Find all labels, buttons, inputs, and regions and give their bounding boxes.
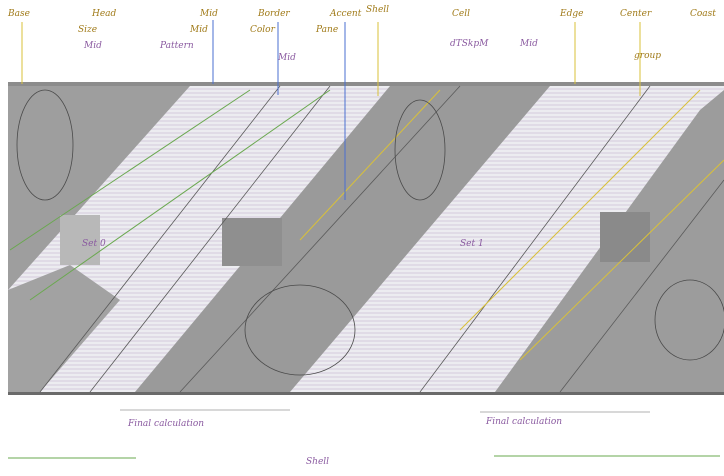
- band-4: [8, 265, 120, 392]
- arc-traces: [16, 89, 724, 376]
- header-sublabel-3: Color: [250, 25, 276, 35]
- label-mid-group: Mid: [519, 39, 538, 49]
- header-label-10: Coast: [690, 9, 716, 19]
- header-sublabel-4: Pane: [315, 25, 338, 35]
- band-1: [8, 86, 190, 290]
- header-label-2: Head: [91, 9, 117, 19]
- panel-top-edge: [8, 82, 724, 86]
- header-labels: Base Head Mid Border Accent Shell Cell E…: [7, 5, 716, 35]
- header-label-5: Accent: [329, 9, 362, 19]
- inner-block-1: [222, 218, 282, 266]
- header-label-7: Cell: [452, 9, 470, 19]
- header-leaders: [21, 20, 641, 200]
- header-label-1: Base: [7, 9, 30, 19]
- inner-block-3: [60, 215, 100, 265]
- label-mid-small: Mid: [277, 53, 296, 63]
- label-lead-mid: Mid: [83, 41, 102, 51]
- label-sub-b: Set 1: [460, 239, 484, 249]
- inner-block-2: [600, 212, 650, 262]
- header-label-6: Shell: [366, 5, 389, 15]
- header-label-9: Center: [620, 9, 652, 19]
- inline-labels: Mid Pattern Mid dTSkpM Mid group Set 0 S…: [82, 39, 661, 467]
- label-sub-a: Set 0: [82, 239, 106, 249]
- label-spool-stagger: dTSkpM: [450, 39, 489, 49]
- bottom-callouts: [8, 409, 720, 459]
- header-label-4: Border: [257, 9, 290, 19]
- diagonal-lines: [39, 85, 724, 393]
- header-sublabel-1: Size: [78, 25, 97, 35]
- panel-bottom-edge: [8, 392, 724, 395]
- label-bottom-left: Final calculation: [127, 419, 204, 429]
- header-label-8: Edge: [559, 9, 583, 19]
- colored-leaders: [9, 89, 724, 361]
- band-2: [135, 86, 550, 392]
- header-sublabel-2: Mid: [189, 25, 208, 35]
- header-label-3: Mid: [199, 9, 218, 19]
- label-lead-pattern: Pattern: [159, 41, 194, 51]
- label-bottom-right: Final calculation: [485, 417, 562, 427]
- label-bottom-center: Shell: [306, 457, 329, 467]
- label-group: group: [634, 51, 661, 61]
